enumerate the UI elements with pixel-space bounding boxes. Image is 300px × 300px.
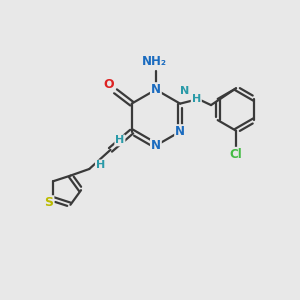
Text: H: H — [115, 135, 124, 146]
Text: S: S — [44, 196, 53, 209]
Text: O: O — [104, 78, 114, 91]
Text: N: N — [151, 139, 161, 152]
Text: H: H — [192, 94, 201, 104]
Text: N: N — [151, 83, 161, 96]
Text: Cl: Cl — [230, 148, 242, 161]
Text: N: N — [175, 125, 185, 138]
Text: NH₂: NH₂ — [142, 55, 167, 68]
Text: N: N — [181, 86, 190, 96]
Text: H: H — [96, 160, 105, 170]
